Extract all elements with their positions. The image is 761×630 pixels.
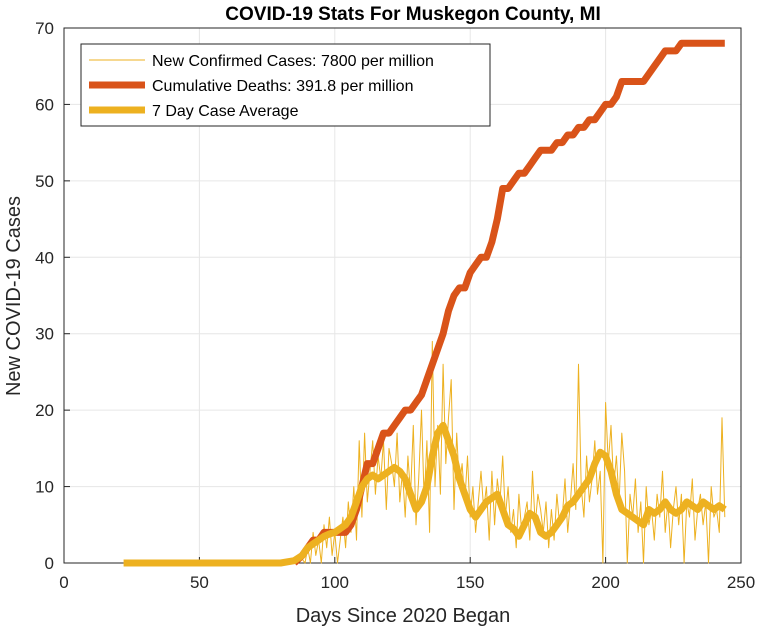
y-tick-label: 20: [35, 401, 54, 420]
x-tick-label: 50: [190, 573, 209, 592]
y-tick-label: 10: [35, 478, 54, 497]
series-line-1: [291, 39, 725, 566]
y-tick-label: 30: [35, 325, 54, 344]
legend-label: New Confirmed Cases: 7800 per million: [152, 53, 434, 70]
y-tick-label: 60: [35, 95, 54, 114]
x-tick-label: 150: [456, 573, 484, 592]
y-tick-label: 40: [35, 248, 54, 267]
axes-box: [63, 27, 742, 564]
chart-title: COVID-19 Stats For Muskegon County, MI: [225, 4, 600, 25]
y-tick-label: 50: [35, 172, 54, 191]
y-axis-label: New COVID-19 Cases: [3, 196, 25, 396]
ticks: 0 50 100 150 200 250 0 10 20 30 40 50 60 70: [35, 19, 755, 592]
legend-label: Cumulative Deaths: 391.8 per million: [152, 78, 413, 95]
x-tick-label: 250: [727, 573, 755, 592]
legend-box: [80, 43, 491, 127]
x-axis-label: Days Since 2020 Began: [296, 605, 511, 627]
x-tick-label: 200: [591, 573, 619, 592]
x-tick-label: 100: [321, 573, 349, 592]
legend-label: 7 Day Case Average: [152, 103, 299, 120]
y-tick-label: 70: [35, 19, 54, 38]
y-tick-label: 0: [45, 554, 54, 573]
series-line-2: [123, 421, 727, 567]
series-lines: [123, 39, 727, 567]
x-tick-label: 0: [59, 573, 68, 592]
legend: New Confirmed Cases: 7800 per million Cum…: [80, 43, 491, 127]
series-line-0: [123, 340, 726, 564]
